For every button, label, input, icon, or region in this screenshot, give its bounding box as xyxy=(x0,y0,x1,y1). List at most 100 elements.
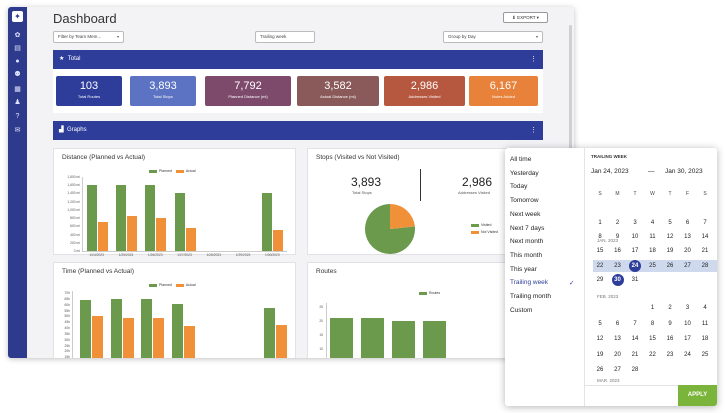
y-tick-label: 15 xyxy=(319,333,323,337)
calendar-day[interactable]: 2 xyxy=(615,220,620,226)
calendar-day[interactable]: 6 xyxy=(615,320,620,327)
y-tick-label: 30h xyxy=(64,337,70,342)
calendar-day[interactable]: 17 xyxy=(631,248,639,255)
calendar-day[interactable]: 2 xyxy=(668,305,672,311)
calendar-day[interactable]: 19 xyxy=(666,248,674,255)
calendar-day[interactable]: 18 xyxy=(701,336,709,342)
calendar-day[interactable]: 23 xyxy=(614,262,621,269)
calendar-day[interactable]: 15 xyxy=(649,336,656,342)
calendar-day[interactable]: 22 xyxy=(596,262,604,269)
sidebar-users-icon[interactable]: ♟ xyxy=(14,99,21,106)
calendar-day[interactable]: 27 xyxy=(684,262,691,269)
calendar-day[interactable]: 26 xyxy=(596,367,604,373)
calendar-day[interactable]: 7 xyxy=(633,320,637,327)
calendar-day[interactable]: 11 xyxy=(649,234,656,241)
sidebar-routes-icon[interactable]: ▤ xyxy=(14,45,21,52)
calendar-day[interactable]: 20 xyxy=(684,248,691,255)
calendar-day[interactable]: 4 xyxy=(703,305,707,311)
calendar-day[interactable]: 12 xyxy=(666,234,674,241)
group-by-select[interactable]: Group by Day ▾ xyxy=(443,31,543,43)
calendar-day[interactable]: 13 xyxy=(614,336,621,342)
bar-actual xyxy=(92,316,103,358)
end-date-input[interactable]: Jan 30, 2023 xyxy=(665,168,703,175)
preset-yesterday[interactable]: Yesterday xyxy=(510,169,539,177)
preset-next-7-days[interactable]: Next 7 days xyxy=(510,224,545,232)
calendar-day[interactable]: 6 xyxy=(685,220,690,226)
calendar-day[interactable]: 14 xyxy=(631,336,639,342)
calendar-day[interactable]: 28 xyxy=(631,367,639,373)
calendar-day-selected[interactable]: 30 xyxy=(611,273,624,286)
calendar-day[interactable]: 8 xyxy=(598,234,602,241)
calendar-day[interactable]: 1 xyxy=(598,220,602,226)
calendar-day[interactable]: 11 xyxy=(701,320,709,327)
calendar-day[interactable]: 31 xyxy=(631,276,639,283)
start-date-input[interactable]: Jan 24, 2023 xyxy=(591,168,629,175)
calendar-day[interactable]: 12 xyxy=(596,336,604,342)
calendar-day[interactable]: 25 xyxy=(701,351,709,358)
preset-this-year[interactable]: This year xyxy=(510,265,537,273)
preset-tomorrow[interactable]: Tomorrow xyxy=(510,197,539,205)
calendar-day[interactable]: 8 xyxy=(650,320,655,327)
sidebar-chat-icon[interactable]: ✉ xyxy=(14,127,21,134)
sidebar-reports-icon[interactable]: ▦ xyxy=(14,86,21,93)
sidebar-dashboard-icon[interactable]: ✿ xyxy=(14,32,21,39)
sidebar-help-icon[interactable]: ? xyxy=(15,113,20,120)
calendar-day[interactable]: 9 xyxy=(668,320,672,327)
calendar-day[interactable]: 5 xyxy=(598,320,602,327)
calendar-day[interactable]: 15 xyxy=(596,248,604,255)
time-chart-card: Time (Planned vs Actual) Planned Actual … xyxy=(53,262,296,358)
bar-planned xyxy=(145,185,156,251)
calendar-day[interactable]: 16 xyxy=(614,248,621,255)
legend-routes: Routes xyxy=(429,291,441,295)
calendar-day[interactable]: 18 xyxy=(649,248,656,255)
calendar-day[interactable]: 19 xyxy=(596,351,604,358)
calendar-day[interactable]: 4 xyxy=(650,220,655,226)
tile-value: 2,986 xyxy=(410,80,439,92)
preset-next-month[interactable]: Next month xyxy=(510,238,544,246)
preset-trailing-week[interactable]: Trailing week xyxy=(510,279,549,287)
calendar-day[interactable]: 10 xyxy=(684,320,691,327)
calendar-day[interactable]: 25 xyxy=(649,262,656,269)
period-input-text: Trailing week xyxy=(260,34,287,39)
preset-next-week[interactable]: Next week xyxy=(510,210,541,218)
calendar-day[interactable]: 3 xyxy=(633,220,637,226)
preset-this-month[interactable]: This month xyxy=(510,251,543,259)
calendar-day[interactable]: 29 xyxy=(596,276,604,283)
apply-button[interactable]: APPLY xyxy=(678,385,717,406)
calendar-day[interactable]: 22 xyxy=(649,351,656,358)
calendar-day[interactable]: 10 xyxy=(631,234,639,241)
weekday-label: W xyxy=(650,191,655,197)
preset-trailing-month[interactable]: Trailing month xyxy=(510,293,551,300)
calendar-day-selected[interactable]: 24 xyxy=(629,259,641,272)
calendar-day[interactable]: 24 xyxy=(684,351,691,358)
calendar-day[interactable]: 13 xyxy=(684,234,691,241)
more-options-icon[interactable]: ⋮ xyxy=(530,56,537,63)
sidebar-team-icon[interactable]: ⚉ xyxy=(14,71,21,78)
preset-custom[interactable]: Custom xyxy=(510,306,533,314)
export-button[interactable]: ⬇ EXPORT ▾ xyxy=(503,12,548,23)
calendar-day[interactable]: 16 xyxy=(666,336,674,342)
calendar-day[interactable]: 28 xyxy=(701,262,709,269)
period-input[interactable]: Trailing week xyxy=(255,31,315,43)
calendar-day[interactable]: 7 xyxy=(703,220,707,226)
calendar-day[interactable]: 3 xyxy=(685,305,690,311)
calendar-day[interactable]: 20 xyxy=(614,351,621,358)
calendar-day[interactable]: 14 xyxy=(701,234,709,241)
calendar-day[interactable]: 1 xyxy=(650,305,655,311)
preset-today[interactable]: Today xyxy=(510,183,528,191)
more-options-icon[interactable]: ⋮ xyxy=(530,127,537,134)
calendar-day[interactable]: 27 xyxy=(614,367,621,373)
app-logo[interactable]: ✦ xyxy=(12,11,23,22)
calendar-day[interactable]: 5 xyxy=(668,220,672,226)
calendar-day[interactable]: 21 xyxy=(631,351,639,358)
calendar-day[interactable]: 26 xyxy=(666,262,674,269)
sidebar-stops-icon[interactable]: ● xyxy=(15,58,20,65)
calendar-day[interactable]: 9 xyxy=(615,234,620,241)
calendar-day[interactable]: 23 xyxy=(666,351,674,358)
calendar-day[interactable]: 21 xyxy=(701,248,709,255)
preset-all-time[interactable]: All time xyxy=(510,156,532,163)
calendar-day[interactable]: 17 xyxy=(684,336,691,342)
team-member-filter[interactable]: Filter by Team Mem... ▾ xyxy=(53,31,124,43)
y-tick-label: 1,600 mi xyxy=(67,183,80,188)
legend-swatch-planned xyxy=(149,283,157,287)
